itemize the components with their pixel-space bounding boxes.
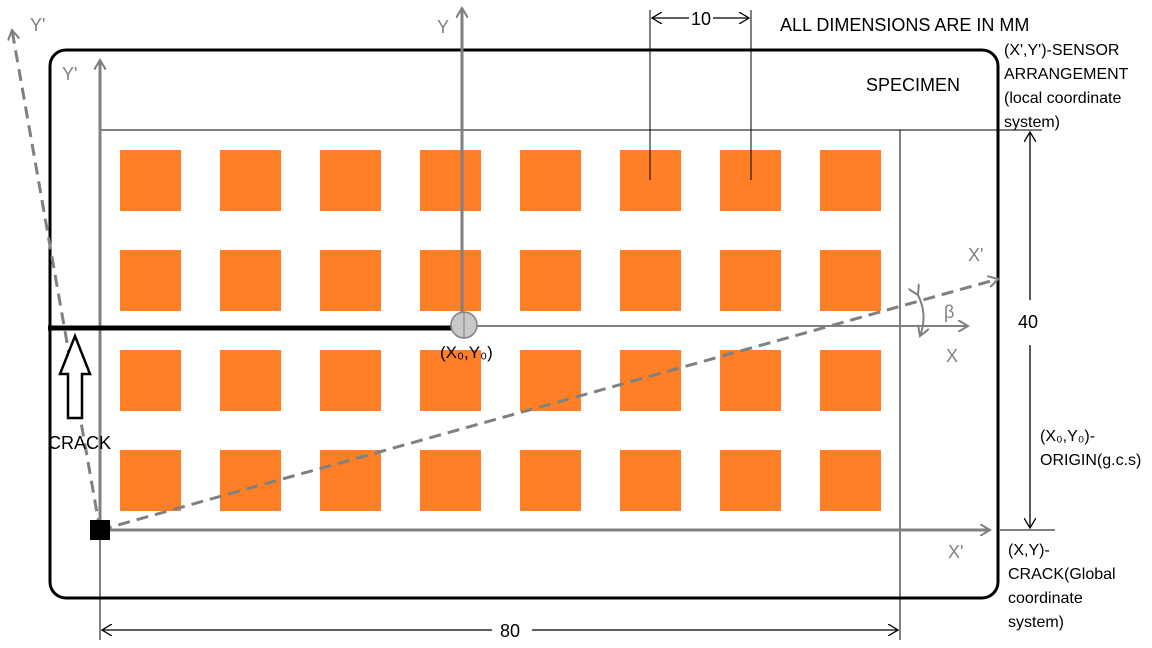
sensor-note-line-3: (local coordinate bbox=[1004, 90, 1122, 107]
sensor-square bbox=[320, 150, 381, 211]
crack-note-line-3: coordinate bbox=[1008, 590, 1083, 607]
sensor-square bbox=[520, 350, 581, 411]
crack-label: CRACK bbox=[48, 433, 111, 453]
sensor-square bbox=[720, 450, 781, 511]
crack-note-line-4: system) bbox=[1008, 614, 1064, 631]
sensor-square bbox=[420, 450, 481, 511]
beta-label: β bbox=[944, 302, 954, 322]
sensor-square bbox=[720, 350, 781, 411]
sensor-square bbox=[320, 250, 381, 311]
sensor-grid bbox=[120, 150, 881, 511]
sensor-square bbox=[320, 450, 381, 511]
x-prime-rot-label: X' bbox=[968, 245, 983, 265]
y-prime-top-label: Y' bbox=[30, 15, 45, 35]
sensor-square bbox=[820, 450, 881, 511]
x-axis-label: X bbox=[946, 346, 958, 366]
dashed-x-prime-axis bbox=[99, 279, 998, 532]
sensor-square bbox=[620, 450, 681, 511]
x-prime-bottom-label: X' bbox=[948, 542, 963, 562]
dashed-y-prime-axis bbox=[12, 30, 102, 531]
sensor-square bbox=[420, 350, 481, 411]
origin-note-line-2: ORIGIN(g.c.s) bbox=[1040, 452, 1141, 469]
y-axis-label: Y bbox=[437, 17, 449, 37]
crack-arrow-icon bbox=[58, 332, 92, 420]
sensor-square bbox=[120, 450, 181, 511]
sensor-square bbox=[120, 250, 181, 311]
sensor-note-line-4: system) bbox=[1004, 114, 1060, 131]
sensor-square bbox=[220, 250, 281, 311]
sensor-square bbox=[620, 350, 681, 411]
beta-angle-arc bbox=[918, 295, 924, 336]
origin-point-label: (X₀,Y₀) bbox=[440, 343, 493, 362]
crack-note-line-1: (X,Y)- bbox=[1008, 542, 1050, 559]
origin-note-line-1: (X₀,Y₀)- bbox=[1040, 428, 1095, 445]
crack-tip-marker bbox=[90, 520, 110, 540]
sensor-square bbox=[520, 250, 581, 311]
specimen-label: SPECIMEN bbox=[866, 75, 960, 95]
sensor-square bbox=[420, 150, 481, 211]
sensor-note-line-1: (X',Y')-SENSOR bbox=[1004, 42, 1119, 59]
y-prime-left-label: Y' bbox=[62, 64, 77, 84]
sensor-square bbox=[320, 350, 381, 411]
dimensions-note: ALL DIMENSIONS ARE IN MM bbox=[780, 15, 1029, 35]
sensor-square bbox=[520, 150, 581, 211]
specimen-outline bbox=[48, 48, 1000, 600]
crack-note-line-2: CRACK(Global bbox=[1008, 566, 1116, 583]
sensor-square bbox=[220, 150, 281, 211]
sensor-square bbox=[420, 250, 481, 311]
dim-80-label: 80 bbox=[500, 621, 520, 641]
sensor-square bbox=[120, 150, 181, 211]
sensor-square bbox=[820, 150, 881, 211]
sensor-square bbox=[820, 350, 881, 411]
sensor-square bbox=[820, 250, 881, 311]
dim-40-label: 40 bbox=[1018, 312, 1038, 332]
dim-10-label: 10 bbox=[691, 9, 711, 29]
sensor-square bbox=[520, 450, 581, 511]
sensor-note-line-2: ARRANGEMENT bbox=[1004, 66, 1129, 83]
sensor-square bbox=[220, 450, 281, 511]
sensor-square bbox=[620, 250, 681, 311]
sensor-square bbox=[720, 250, 781, 311]
sensor-square bbox=[220, 350, 281, 411]
sensor-square bbox=[120, 350, 181, 411]
